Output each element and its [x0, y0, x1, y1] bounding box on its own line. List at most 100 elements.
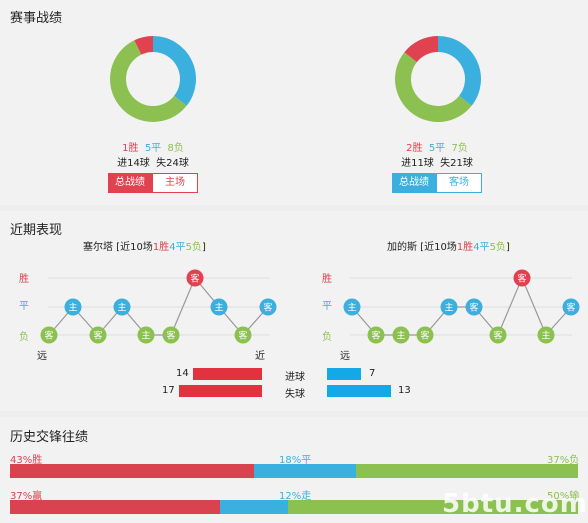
away-filter-buttons: 总战绩 客场 [392, 173, 482, 193]
home-wins: 1胜 [122, 143, 139, 154]
home-axis-loss: 负 [19, 332, 29, 343]
away-form-wins: 1胜 [456, 242, 474, 253]
away-scored-value: 7 [369, 368, 376, 379]
away-axis-draw: 平 [322, 301, 332, 312]
away-form-venue-label: 客 [517, 273, 526, 285]
record-section: 赛事战绩 1胜 5平 8负 进14球 失24球 总战绩 主场 2胜 5平 7负 … [0, 0, 588, 205]
home-form-prefix: [近10场 [113, 242, 153, 253]
h2h-handicap-win-pct: 37%赢 [10, 491, 43, 502]
home-form-point [234, 326, 252, 344]
home-conceded-bar [178, 385, 262, 397]
away-form-venue-label: 客 [493, 330, 502, 342]
away-conceded-value: 13 [398, 385, 411, 396]
home-form-point [40, 326, 58, 344]
h2h-loss-pct: 37%负 [547, 455, 580, 466]
h2h-win-pct: 43%胜 [10, 455, 43, 466]
away-form-venue-label: 客 [420, 330, 429, 342]
home-form-point [113, 298, 131, 316]
away-form-draws: 4平 [473, 242, 490, 253]
home-donut-draw-slice [153, 36, 196, 106]
away-venue-button[interactable]: 客场 [436, 173, 482, 193]
home-goals-summary: 进14球 失24球 [73, 154, 233, 169]
away-record-stats: 2胜 5平 7负 [357, 139, 517, 154]
away-axis-win: 胜 [322, 274, 332, 285]
away-form-venue-label: 主 [347, 302, 356, 314]
home-conceded-value: 17 [162, 385, 175, 396]
home-record-stats: 1胜 5平 8负 [73, 139, 233, 154]
away-goals-against: 失21球 [440, 158, 473, 169]
away-form-line [351, 276, 572, 337]
h2h-loss-segment [356, 464, 578, 478]
away-form-point [367, 326, 385, 344]
home-form-venue-label: 主 [117, 302, 126, 314]
away-form-venue-label: 主 [444, 302, 453, 314]
away-form-point [562, 298, 580, 316]
away-scored-bar [327, 368, 362, 380]
home-form-wins: 1胜 [152, 242, 170, 253]
away-team-name: 加的斯 [387, 242, 417, 253]
section-title-recent: 近期表现 [10, 223, 63, 238]
home-form-venue-label: 主 [141, 330, 150, 342]
home-form-point [89, 326, 107, 344]
home-form-venue-label: 客 [166, 330, 175, 342]
away-donut-win-slice [404, 36, 438, 63]
h2h-handicap-loss-segment [288, 500, 578, 514]
away-form-point [392, 326, 410, 344]
home-form-point [162, 326, 180, 344]
home-form-venue-label: 主 [214, 302, 223, 314]
home-form-suffix: ] [201, 242, 206, 253]
home-form-venue-label: 客 [238, 330, 247, 342]
away-total-record-button[interactable]: 总战绩 [392, 173, 436, 193]
home-far-label: 远 [37, 351, 47, 362]
home-record-donut [110, 36, 196, 122]
h2h-handicap-push-pct: 12%走 [279, 491, 312, 502]
away-goals-for: 进11球 [401, 158, 434, 169]
home-form-venue-label: 主 [68, 302, 77, 314]
away-form-point [440, 298, 458, 316]
home-near-label: 近 [255, 351, 265, 362]
section-title-history: 历史交锋往绩 [10, 430, 89, 445]
away-form-point [513, 269, 531, 287]
home-total-record-button[interactable]: 总战绩 [108, 173, 152, 193]
away-form-prefix: [近10场 [417, 242, 457, 253]
head-to-head-section: 历史交锋往绩 43%胜 18%平 37%负 37%赢 12%走 50%输 [0, 417, 588, 523]
h2h-result-bar [10, 464, 578, 478]
home-form-header: 塞尔塔 [近10场1胜4平5负] [83, 238, 206, 253]
home-form-losses: 5负 [185, 242, 202, 253]
away-form-venue-label: 客 [469, 302, 478, 314]
h2h-handicap-win-segment [10, 500, 221, 514]
away-form-venue-label: 客 [371, 330, 380, 342]
away-axis-loss: 负 [322, 332, 332, 343]
home-axis-draw: 平 [19, 301, 29, 312]
home-form-venue-label: 客 [93, 330, 102, 342]
away-form-point [465, 298, 483, 316]
home-form-venue-label: 客 [263, 302, 272, 314]
form-charts: 客主客主主 客客主客客 主客主客主 客客客主客 [40, 269, 580, 344]
section-title-record: 赛事战绩 [10, 11, 63, 26]
away-losses: 7负 [451, 143, 468, 154]
watermark-logo: 5btu.com [442, 489, 588, 519]
away-form-losses: 5负 [489, 242, 506, 253]
home-scored-bar [193, 368, 262, 380]
away-far-label: 远 [340, 351, 350, 362]
home-form-point [137, 326, 155, 344]
away-conceded-bar [327, 385, 391, 397]
home-form-venue-label: 客 [190, 273, 199, 285]
home-team-name: 塞尔塔 [83, 242, 113, 253]
home-form-point [64, 298, 82, 316]
home-form-point [259, 298, 277, 316]
home-form-draws: 4平 [169, 242, 186, 253]
home-venue-button[interactable]: 主场 [152, 173, 198, 193]
home-form-line [48, 276, 269, 336]
h2h-handicap-push-segment [220, 500, 289, 514]
home-axis-win: 胜 [19, 274, 29, 285]
away-goals-summary: 进11球 失21球 [357, 154, 517, 169]
away-form-venue-label: 主 [396, 330, 405, 342]
home-losses: 8负 [167, 143, 184, 154]
away-form-venue-label: 主 [541, 330, 550, 342]
away-record-donut [395, 36, 481, 122]
away-form-header: 加的斯 [近10场1胜4平5负] [387, 238, 510, 253]
away-form-point [537, 326, 555, 344]
away-donut-loss-slice [395, 52, 472, 122]
home-goals-for: 进14球 [117, 158, 150, 169]
